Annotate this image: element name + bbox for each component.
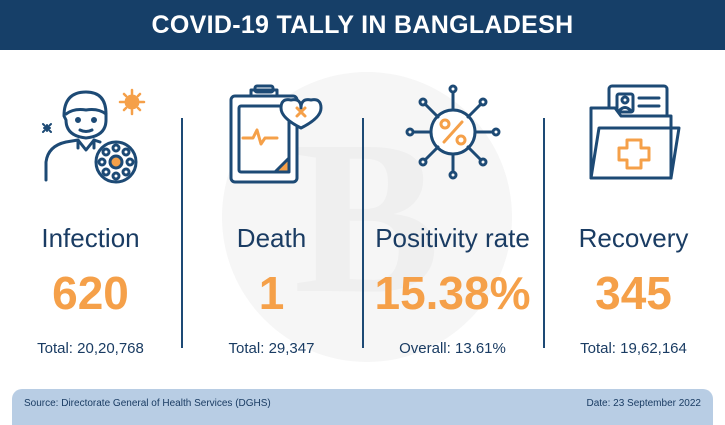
source-text: Source: Directorate General of Health Se… bbox=[24, 398, 271, 409]
stat-total: Total: 20,20,768 bbox=[37, 340, 144, 357]
stat-total: Overall: 13.61% bbox=[399, 340, 506, 357]
stat-value: 620 bbox=[52, 267, 129, 319]
stat-total: Total: 19,62,164 bbox=[580, 340, 687, 357]
stat-value: 345 bbox=[595, 267, 672, 319]
stat-label: Infection bbox=[41, 223, 140, 253]
stat-label: Death bbox=[236, 223, 307, 253]
stat-label: Recovery bbox=[578, 223, 689, 253]
clipboard-heart-icon bbox=[181, 80, 362, 190]
date-text: Date: 23 September 2022 bbox=[586, 398, 701, 409]
stat-value: 1 bbox=[258, 267, 285, 319]
person-virus-icon bbox=[0, 80, 181, 190]
column-divider bbox=[181, 118, 183, 348]
column-divider bbox=[543, 118, 545, 348]
medical-folder-icon bbox=[543, 80, 724, 190]
page-title: COVID-19 TALLY IN BANGLADESH bbox=[151, 10, 574, 39]
virus-percent-icon bbox=[362, 80, 543, 190]
header-banner: COVID-19 TALLY IN BANGLADESH bbox=[0, 0, 725, 50]
stat-total: Total: 29,347 bbox=[228, 340, 315, 357]
footer-bar: Source: Directorate General of Health Se… bbox=[12, 389, 713, 425]
stat-label: Positivity rate bbox=[375, 223, 530, 253]
column-divider bbox=[362, 118, 364, 348]
stat-value: 15.38% bbox=[374, 267, 531, 319]
